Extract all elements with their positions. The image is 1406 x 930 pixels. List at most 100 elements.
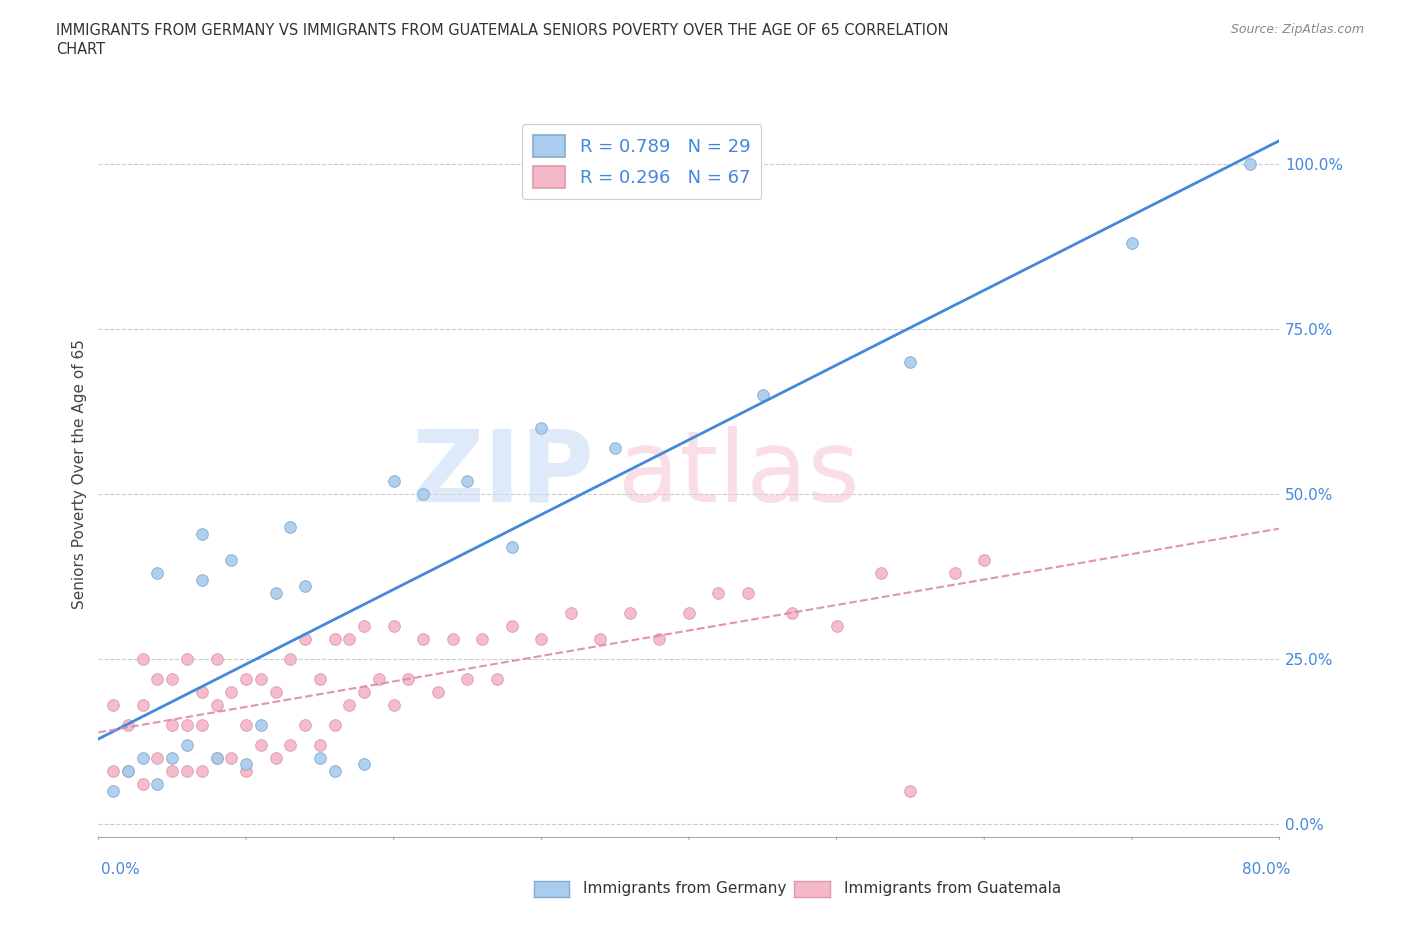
- Point: [162, 717, 183, 732]
- Point: [368, 671, 391, 686]
- Point: [103, 698, 125, 712]
- Point: [219, 684, 242, 699]
- Point: [471, 631, 494, 646]
- Point: [191, 717, 214, 732]
- Point: [162, 751, 183, 765]
- Point: [278, 737, 302, 752]
- Point: [117, 717, 139, 732]
- Point: [648, 631, 671, 646]
- Point: [412, 486, 434, 501]
- Point: [162, 671, 183, 686]
- Point: [132, 698, 155, 712]
- Point: [235, 671, 257, 686]
- Point: [707, 586, 730, 601]
- Point: [205, 698, 228, 712]
- Point: [560, 605, 582, 620]
- Point: [782, 605, 804, 620]
- Text: CHART: CHART: [56, 42, 105, 57]
- Point: [309, 751, 332, 765]
- Point: [396, 671, 419, 686]
- Point: [132, 652, 155, 667]
- Point: [323, 717, 346, 732]
- Point: [1239, 157, 1261, 172]
- Point: [382, 618, 405, 633]
- Text: IMMIGRANTS FROM GERMANY VS IMMIGRANTS FROM GUATEMALA SENIORS POVERTY OVER THE AG: IMMIGRANTS FROM GERMANY VS IMMIGRANTS FR…: [56, 23, 949, 38]
- Point: [191, 684, 214, 699]
- Point: [825, 618, 848, 633]
- Point: [323, 631, 346, 646]
- Point: [205, 751, 228, 765]
- Point: [250, 737, 273, 752]
- Point: [132, 777, 155, 791]
- Point: [191, 526, 214, 541]
- Point: [146, 777, 169, 791]
- Point: [146, 671, 169, 686]
- Point: [117, 764, 139, 778]
- Point: [737, 586, 759, 601]
- Point: [176, 737, 198, 752]
- Text: 80.0%: 80.0%: [1243, 862, 1291, 877]
- Point: [456, 473, 478, 488]
- Point: [146, 565, 169, 580]
- Point: [162, 764, 183, 778]
- Point: [973, 552, 995, 567]
- Point: [309, 671, 332, 686]
- Point: [501, 539, 523, 554]
- Point: [900, 783, 922, 798]
- Point: [353, 618, 375, 633]
- Point: [294, 717, 316, 732]
- Point: [678, 605, 700, 620]
- Text: Immigrants from Germany: Immigrants from Germany: [583, 881, 787, 896]
- Point: [235, 757, 257, 772]
- Point: [427, 684, 450, 699]
- Point: [309, 737, 332, 752]
- Legend: R = 0.789   N = 29, R = 0.296   N = 67: R = 0.789 N = 29, R = 0.296 N = 67: [522, 125, 761, 199]
- Point: [294, 579, 316, 594]
- Text: Source: ZipAtlas.com: Source: ZipAtlas.com: [1230, 23, 1364, 36]
- Point: [1121, 236, 1143, 251]
- Point: [501, 618, 523, 633]
- Point: [146, 751, 169, 765]
- Point: [235, 764, 257, 778]
- Point: [353, 684, 375, 699]
- Point: [900, 354, 922, 369]
- Point: [264, 684, 287, 699]
- Point: [456, 671, 478, 686]
- Point: [103, 764, 125, 778]
- Point: [250, 671, 273, 686]
- Text: atlas: atlas: [619, 426, 859, 523]
- Point: [382, 473, 405, 488]
- Point: [589, 631, 612, 646]
- Point: [219, 751, 242, 765]
- Point: [205, 652, 228, 667]
- Point: [619, 605, 641, 620]
- Point: [869, 565, 891, 580]
- Point: [191, 764, 214, 778]
- Point: [530, 631, 553, 646]
- Point: [219, 552, 242, 567]
- Point: [943, 565, 966, 580]
- Point: [205, 751, 228, 765]
- Point: [132, 751, 155, 765]
- Point: [278, 520, 302, 535]
- Text: ZIP: ZIP: [412, 426, 595, 523]
- Point: [751, 388, 773, 403]
- Point: [294, 631, 316, 646]
- Point: [486, 671, 509, 686]
- Text: Immigrants from Guatemala: Immigrants from Guatemala: [844, 881, 1062, 896]
- Point: [382, 698, 405, 712]
- Point: [278, 652, 302, 667]
- Point: [605, 441, 627, 456]
- Point: [264, 586, 287, 601]
- Point: [441, 631, 464, 646]
- Y-axis label: Seniors Poverty Over the Age of 65: Seniors Poverty Over the Age of 65: [72, 339, 87, 609]
- Point: [339, 698, 360, 712]
- Point: [339, 631, 360, 646]
- Point: [176, 652, 198, 667]
- Point: [176, 717, 198, 732]
- Point: [191, 572, 214, 587]
- Point: [412, 631, 434, 646]
- Point: [530, 420, 553, 435]
- Point: [117, 764, 139, 778]
- Point: [323, 764, 346, 778]
